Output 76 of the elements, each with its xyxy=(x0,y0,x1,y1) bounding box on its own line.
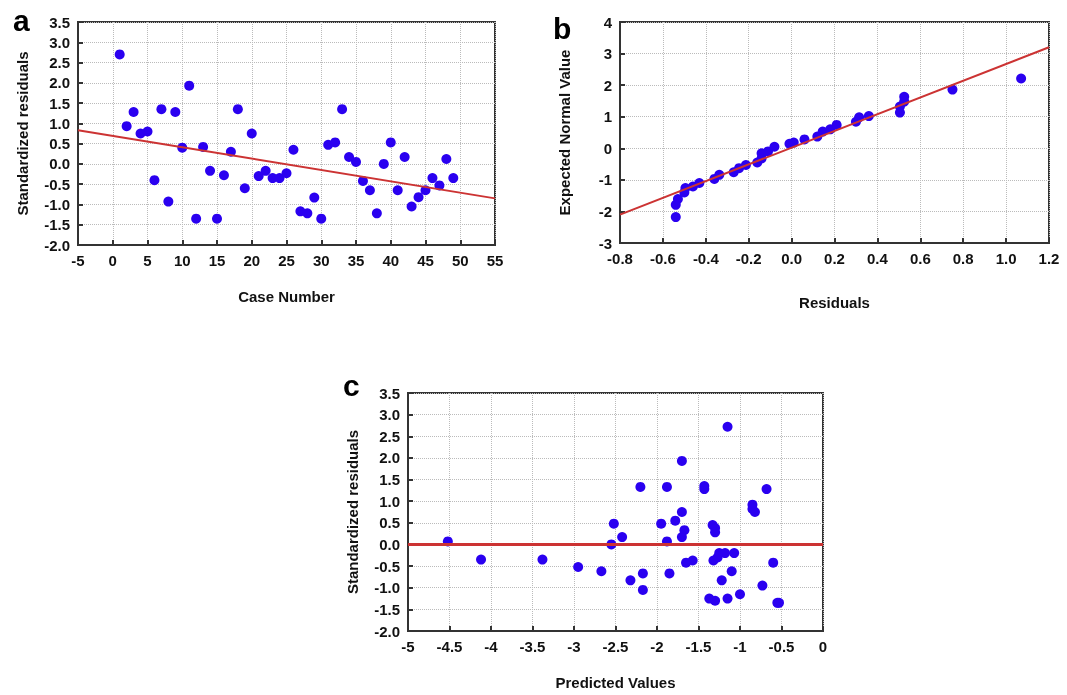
x-tick-label: 0.0 xyxy=(781,250,803,267)
y-axis-title: Expected Normal Value xyxy=(556,49,573,216)
y-tick-label: -2.0 xyxy=(374,622,400,640)
x-tick-label: 50 xyxy=(451,252,469,269)
x-tick-label: -0.8 xyxy=(607,250,633,267)
y-tick-label: -2.0 xyxy=(44,236,70,254)
x-tick-label: 1.2 xyxy=(1038,250,1060,267)
x-tick-label: 0 xyxy=(108,252,117,269)
y-tick-label: -0.5 xyxy=(374,557,400,575)
y-tick-label: 4 xyxy=(603,13,613,31)
y-tick-label: 0.0 xyxy=(49,155,70,173)
x-tick-label: 25 xyxy=(278,252,295,269)
x-tick-label: -2 xyxy=(650,638,664,655)
x-tick-label: -1.5 xyxy=(685,638,712,655)
x-tick-label: -3 xyxy=(567,638,581,655)
y-tick-label: 3.0 xyxy=(379,406,400,424)
y-tick-label: -1.0 xyxy=(374,579,400,597)
y-tick-label: 1.5 xyxy=(49,94,70,112)
y-tick-label: 1.0 xyxy=(49,114,70,132)
y-tick-label: -2 xyxy=(598,202,612,220)
y-axis-title: Standardized residuals xyxy=(14,51,31,216)
y-tick-label: 0.5 xyxy=(49,135,70,153)
x-tick-label: -3.5 xyxy=(519,638,546,655)
x-tick-label: -5 xyxy=(71,252,85,269)
y-tick-label: 2.0 xyxy=(49,74,70,92)
x-tick-label: 20 xyxy=(243,252,261,269)
y-tick-label: 2.5 xyxy=(379,427,400,445)
x-tick-label: -2.5 xyxy=(602,638,629,655)
y-axis-title: Standardized residuals xyxy=(344,429,361,595)
x-tick-label: -1 xyxy=(733,638,747,655)
x-tick-label: 10 xyxy=(173,252,191,269)
y-tick-label: 3.5 xyxy=(49,13,70,31)
y-tick-label: 1.0 xyxy=(379,492,400,510)
chart-title: a xyxy=(13,3,30,37)
chart-title: c xyxy=(343,368,360,402)
y-tick-label: -1.5 xyxy=(44,216,70,234)
y-tick-label: -3 xyxy=(598,234,612,252)
x-tick-label: 0 xyxy=(818,638,828,655)
x-tick-label: 30 xyxy=(312,252,330,269)
x-tick-label: 55 xyxy=(486,252,504,269)
y-tick-label: 0 xyxy=(603,139,612,157)
x-tick-label: 40 xyxy=(382,252,400,269)
x-axis-title: Case Number xyxy=(238,288,336,305)
y-tick-label: 2.0 xyxy=(379,449,400,467)
y-tick-label: 3 xyxy=(603,45,612,63)
y-tick-label: -1.0 xyxy=(44,195,70,213)
y-tick-label: 3.5 xyxy=(379,384,400,402)
x-tick-label: -4.5 xyxy=(436,638,463,655)
x-tick-label: 0.8 xyxy=(952,250,974,267)
x-tick-label: -0.4 xyxy=(692,250,720,267)
y-tick-label: -1 xyxy=(598,171,612,189)
x-tick-label: 0.2 xyxy=(824,250,845,267)
x-tick-label: 45 xyxy=(417,252,434,269)
y-tick-label: 0.5 xyxy=(379,514,400,532)
x-tick-label: 5 xyxy=(143,252,152,269)
x-tick-label: 15 xyxy=(208,252,226,269)
chart-title: b xyxy=(553,11,572,45)
x-tick-label: -4 xyxy=(484,638,499,655)
x-axis-title: Residuals xyxy=(799,294,870,311)
y-tick-label: 1 xyxy=(603,108,612,126)
x-tick-label: -5 xyxy=(401,638,415,655)
y-tick-label: 2 xyxy=(603,76,612,94)
x-tick-label: 0.6 xyxy=(909,250,931,267)
y-tick-label: -1.5 xyxy=(374,600,400,618)
y-tick-label: 0.0 xyxy=(379,535,400,553)
y-tick-label: 3.0 xyxy=(49,33,70,51)
x-axis-title: Predicted Values xyxy=(555,674,676,691)
y-tick-label: 1.5 xyxy=(379,471,400,489)
y-tick-label: 2.5 xyxy=(49,54,70,72)
x-tick-label: -0.6 xyxy=(649,250,676,267)
y-tick-label: -0.5 xyxy=(44,175,70,193)
x-tick-label: -0.2 xyxy=(735,250,762,267)
x-tick-label: 0.4 xyxy=(866,250,889,267)
x-tick-label: 1.0 xyxy=(995,250,1017,267)
x-tick-label: 35 xyxy=(347,252,365,269)
x-tick-label: -0.5 xyxy=(768,638,795,655)
